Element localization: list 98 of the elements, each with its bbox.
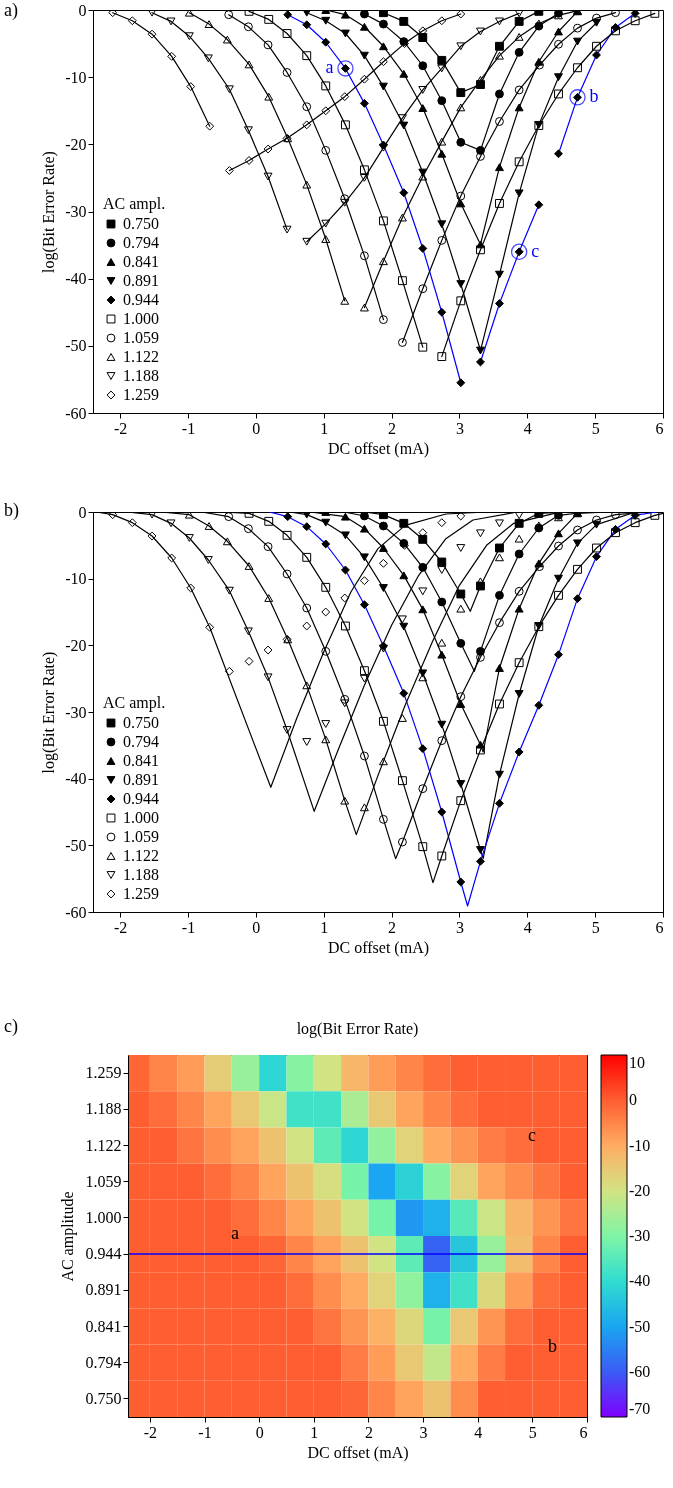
- color-bar-label: -70: [629, 1400, 651, 1417]
- annotation: c: [531, 240, 540, 261]
- x-tick-label: 4: [523, 419, 532, 437]
- x-tick-label: 6: [579, 1423, 588, 1441]
- legend-label: 0.750: [123, 215, 159, 232]
- y-tick-label: 1.188: [85, 1100, 122, 1118]
- x-tick-label: 2: [388, 918, 397, 936]
- legend-title: AC ampl.: [103, 694, 166, 712]
- legend-label: 1.000: [123, 310, 159, 327]
- x-tick-label: -1: [181, 419, 196, 437]
- x-tick-label: 2: [364, 1423, 373, 1441]
- legend-label: 0.794: [123, 733, 159, 750]
- x-axis-title: DC offset (mA): [327, 439, 430, 458]
- y-tick-label: -10: [65, 570, 87, 588]
- x-tick-label: 1: [310, 1423, 319, 1441]
- legend-label: 1.188: [123, 367, 159, 384]
- color-bar-label: -50: [629, 1317, 651, 1335]
- y-tick-label: 0: [78, 503, 87, 521]
- color-bar-label: 0: [629, 1091, 637, 1109]
- y-tick-label: 0: [78, 1, 87, 19]
- legend-label: 0.750: [123, 714, 159, 731]
- y-tick-label: 1.000: [85, 1208, 122, 1226]
- y-tick-label: -10: [65, 68, 87, 86]
- annotation: a: [231, 1223, 239, 1243]
- annotation: b: [589, 86, 599, 107]
- x-tick-label: 0: [255, 1423, 264, 1441]
- y-tick-label: 1.259: [85, 1064, 122, 1082]
- annotation: c: [528, 1125, 536, 1145]
- y-tick-label: -50: [65, 337, 87, 355]
- legend-label: 0.841: [123, 253, 159, 270]
- x-tick-label: 3: [419, 1423, 428, 1441]
- annotation: b: [548, 1336, 557, 1356]
- y-tick-label: -30: [65, 703, 87, 721]
- x-tick-label: 3: [455, 918, 464, 936]
- legend-label: 0.944: [123, 291, 159, 308]
- legend-label: 1.059: [123, 828, 159, 845]
- x-tick-label: 1: [320, 918, 329, 936]
- text: a): [4, 0, 18, 21]
- x-tick-label: -1: [181, 918, 196, 936]
- x-tick-label: -2: [113, 419, 128, 437]
- x-tick-label: 5: [591, 918, 600, 936]
- x-tick-label: 2: [388, 419, 397, 437]
- x-tick-label: 6: [655, 419, 664, 437]
- x-tick-label: -1: [198, 1423, 212, 1441]
- x-tick-label: 6: [655, 918, 664, 936]
- legend-label: 1.122: [123, 348, 159, 365]
- x-tick-label: 1: [320, 419, 329, 437]
- x-tick-label: 3: [455, 419, 464, 437]
- y-tick-label: 1.059: [85, 1172, 122, 1190]
- y-axis-title: log(Bit Error Rate): [40, 651, 59, 774]
- y-tick-label: 0.944: [85, 1245, 122, 1263]
- legend-label: 1.188: [123, 866, 159, 883]
- text: c): [4, 1016, 18, 1037]
- legend-label: 0.841: [123, 752, 159, 769]
- y-tick-label: -40: [65, 770, 87, 788]
- x-tick-label: 0: [252, 918, 261, 936]
- x-tick-label: 4: [523, 918, 532, 936]
- legend-label: 1.122: [123, 847, 159, 864]
- x-tick-label: 4: [474, 1423, 483, 1441]
- y-tick-label: -50: [65, 836, 87, 854]
- annotation: a: [325, 57, 334, 78]
- y-tick-label: -40: [65, 270, 87, 288]
- y-tick-label: 0.794: [85, 1353, 122, 1371]
- color-bar-label: 10: [629, 1054, 645, 1071]
- y-tick-label: 0.891: [85, 1281, 122, 1299]
- y-tick-label: -60: [65, 404, 87, 422]
- legend-label: 1.259: [123, 885, 159, 902]
- y-tick-label: -30: [65, 203, 87, 220]
- legend-label: 1.059: [123, 329, 159, 346]
- chart-title: log(Bit Error Rate): [296, 1020, 419, 1038]
- x-tick-label: 5: [591, 419, 600, 437]
- y-tick-label: 0.841: [85, 1317, 122, 1335]
- color-bar-label: -30: [629, 1227, 651, 1244]
- x-axis-title: DC offset (mA): [327, 938, 430, 957]
- x-tick-label: 0: [252, 419, 261, 437]
- y-tick-label: -60: [65, 903, 87, 921]
- color-bar-label: -10: [629, 1136, 651, 1154]
- legend-title: AC ampl.: [103, 195, 166, 213]
- x-tick-label: -2: [113, 918, 128, 936]
- y-tick-label: 1.122: [85, 1136, 122, 1154]
- y-axis-title: log(Bit Error Rate): [40, 151, 59, 273]
- y-axis-title: AC amplitude: [58, 1191, 77, 1282]
- y-tick-label: -20: [65, 135, 87, 153]
- legend-label: 1.259: [123, 386, 159, 403]
- legend-label: 0.794: [123, 234, 159, 251]
- legend-label: 0.891: [123, 272, 159, 289]
- color-bar-label: -20: [629, 1181, 651, 1199]
- legend-label: 0.944: [123, 790, 159, 807]
- y-tick-label: 0.750: [85, 1389, 122, 1407]
- x-tick-label: -2: [143, 1423, 158, 1441]
- color-bar-label: -60: [629, 1362, 651, 1380]
- y-tick-label: -20: [65, 636, 87, 654]
- color-bar-label: -40: [629, 1272, 651, 1290]
- x-tick-label: 5: [528, 1423, 537, 1441]
- text: b): [4, 500, 19, 521]
- legend-label: 1.000: [123, 809, 159, 826]
- x-axis-title: DC offset (mA): [307, 1443, 409, 1462]
- legend-label: 0.891: [123, 771, 159, 788]
